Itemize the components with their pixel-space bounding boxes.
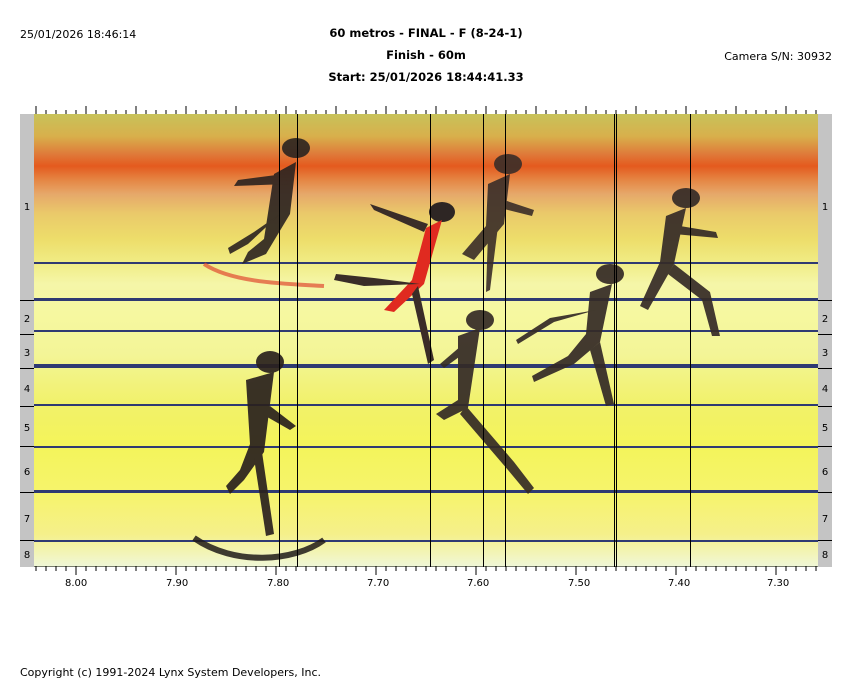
lane-divider	[34, 540, 818, 542]
lane-number-right: 4	[821, 384, 829, 395]
time-axis-label: 7.90	[166, 578, 189, 589]
lane-strip-divider	[20, 300, 34, 301]
lane-number-right: 7	[821, 514, 829, 525]
lane-number-left: 3	[23, 348, 31, 359]
lane-divider	[34, 490, 818, 493]
lane-strip-divider	[818, 446, 832, 447]
time-axis	[34, 566, 818, 575]
time-axis-label: 7.40	[668, 578, 691, 589]
time-axis-label: 7.60	[467, 578, 490, 589]
lane-strip-divider	[20, 446, 34, 447]
lane-number-right: 5	[821, 423, 829, 434]
finish-time-marker[interactable]	[690, 114, 691, 567]
lane-strip-divider	[20, 406, 34, 407]
lane-number-right: 8	[821, 550, 829, 561]
copyright-notice: Copyright (c) 1991-2024 Lynx System Deve…	[20, 666, 322, 679]
athlete-silhouettes	[192, 138, 720, 561]
lane-strip-divider	[20, 334, 34, 335]
lane-strip-divider	[818, 540, 832, 541]
lane-strip-divider	[818, 334, 832, 335]
lane-number-left: 6	[23, 467, 31, 478]
lane-strip-divider	[20, 492, 34, 493]
lane-strip-divider	[818, 406, 832, 407]
capture-timestamp: 25/01/2026 18:46:14	[20, 28, 137, 41]
left-lane-strip	[20, 114, 34, 567]
race-title: 60 metros - FINAL - F (8-24-1)	[329, 26, 523, 40]
time-axis-label: 7.80	[267, 578, 290, 589]
lane-number-left: 2	[23, 314, 31, 325]
start-time: Start: 25/01/2026 18:44:41.33	[328, 70, 524, 84]
time-axis-label: 7.50	[568, 578, 591, 589]
lane-number-right: 1	[821, 202, 829, 213]
finish-time-marker[interactable]	[616, 114, 617, 567]
finish-time-marker[interactable]	[614, 114, 615, 567]
lane-divider	[34, 364, 818, 368]
lane-divider	[34, 404, 818, 406]
lane-strip-divider	[20, 540, 34, 541]
lane-divider	[34, 298, 818, 301]
lane-number-left: 7	[23, 514, 31, 525]
lane-number-left: 1	[23, 202, 31, 213]
lane-number-left: 4	[23, 384, 31, 395]
finish-time-marker[interactable]	[430, 114, 431, 567]
lane-number-right: 6	[821, 467, 829, 478]
finish-time-marker[interactable]	[483, 114, 484, 567]
lane-strip-divider	[20, 368, 34, 369]
right-lane-strip	[818, 114, 832, 567]
lane-strip-divider	[818, 368, 832, 369]
finish-time-marker[interactable]	[505, 114, 506, 567]
photo-finish-image[interactable]	[34, 114, 818, 567]
finish-time-marker[interactable]	[297, 114, 298, 567]
lane-strip-divider	[818, 300, 832, 301]
time-axis-label: 7.30	[767, 578, 790, 589]
time-axis-label: 8.00	[65, 578, 88, 589]
lane-divider	[34, 446, 818, 448]
lane-number-right: 2	[821, 314, 829, 325]
camera-serial: Camera S/N: 30932	[724, 50, 832, 63]
lane-number-left: 5	[23, 423, 31, 434]
finish-time-marker[interactable]	[279, 114, 280, 567]
lane-number-left: 8	[23, 550, 31, 561]
lane-number-right: 3	[821, 348, 829, 359]
finish-label: Finish - 60m	[386, 48, 466, 62]
time-axis-label: 7.70	[367, 578, 390, 589]
lane-strip-divider	[818, 492, 832, 493]
